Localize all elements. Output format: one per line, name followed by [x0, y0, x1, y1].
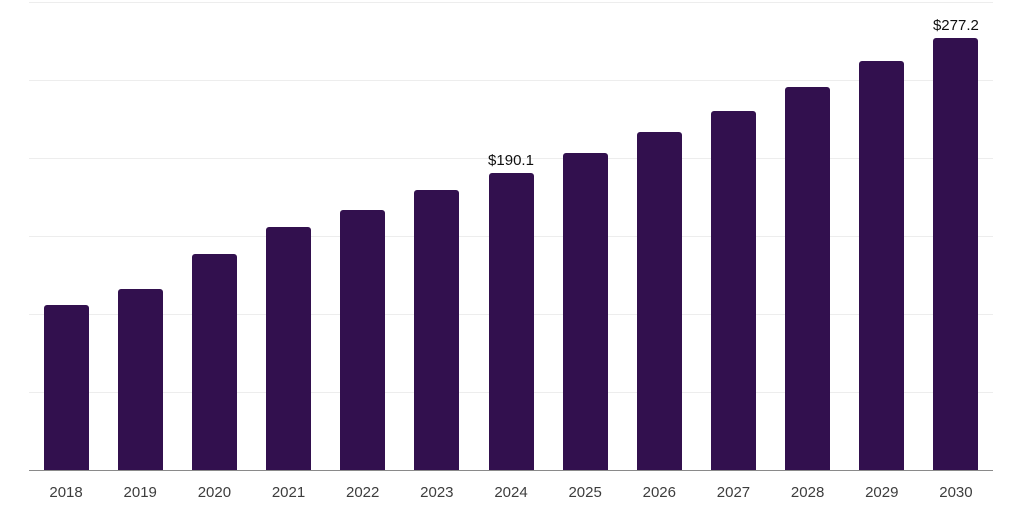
bar-2022: [340, 210, 386, 470]
bar-2020: [191, 254, 237, 470]
bar-2027: [710, 110, 756, 470]
x-tick-2022: 2022: [346, 484, 380, 501]
data-label-2030: $277.2: [932, 16, 979, 34]
bar-2028: [785, 87, 831, 470]
bar-2026: [636, 131, 682, 470]
bar-2023: [414, 190, 460, 470]
bar-2029: [859, 60, 905, 470]
data-label-2024: $190.1: [488, 152, 534, 170]
gridline-300: [29, 2, 993, 3]
x-tick-2028: 2028: [790, 484, 825, 501]
gridline-250: [29, 80, 993, 81]
x-axis: 2018 2019 2020 2021 2022 2023 2024 2025 2026 2027…: [0, 483, 1024, 505]
x-tick-2020: 2020: [197, 484, 232, 501]
bar-2024: [488, 173, 534, 470]
x-tick-2021: 2021: [271, 484, 306, 501]
x-tick-2025: 2025: [568, 484, 602, 501]
bar-2025: [562, 152, 608, 470]
bar-2019: [117, 289, 163, 470]
x-tick-2019: 2019: [123, 484, 157, 501]
bar-2030: [933, 37, 979, 470]
x-tick-2026: 2026: [642, 484, 676, 501]
x-tick-2027: 2027: [716, 484, 751, 501]
bar-2018: [43, 305, 89, 470]
bar-2021: [266, 226, 312, 470]
x-tick-2023: 2023: [420, 484, 454, 501]
x-tick-2030: 2030: [939, 484, 973, 501]
plot-area: $190.1 $277.2: [29, 2, 993, 471]
gridline-200: [29, 158, 993, 159]
x-tick-2029: 2029: [865, 484, 899, 501]
x-tick-2024: 2024: [494, 484, 528, 501]
x-tick-2018: 2018: [49, 484, 83, 501]
